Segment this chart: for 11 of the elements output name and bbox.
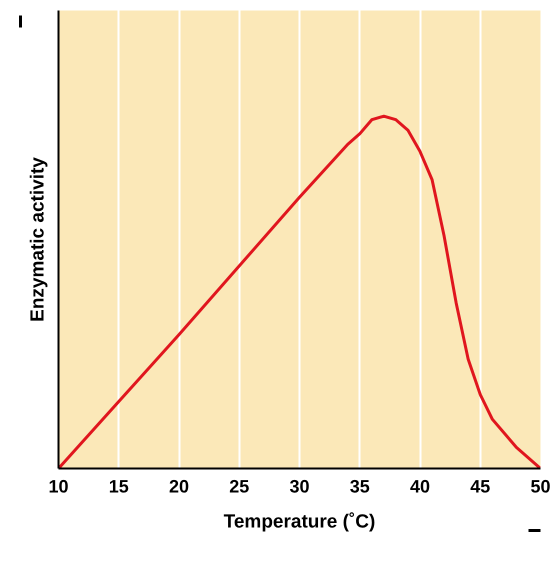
x-tick-label: 40 [410, 476, 430, 496]
x-tick-label: 35 [350, 476, 370, 496]
y-axis-title: Enzymatic activity [28, 156, 48, 322]
x-tick-label: 30 [289, 476, 310, 496]
x-tick-label: 25 [229, 476, 250, 496]
x-tick-label: 10 [48, 476, 69, 496]
x-axis-title: Temperature (˚C) [224, 512, 376, 532]
x-tick-label: 20 [168, 476, 190, 496]
x-tick-label: 45 [470, 476, 490, 496]
x-tick-label: 15 [108, 476, 129, 496]
x-tick-label: 50 [530, 476, 551, 496]
